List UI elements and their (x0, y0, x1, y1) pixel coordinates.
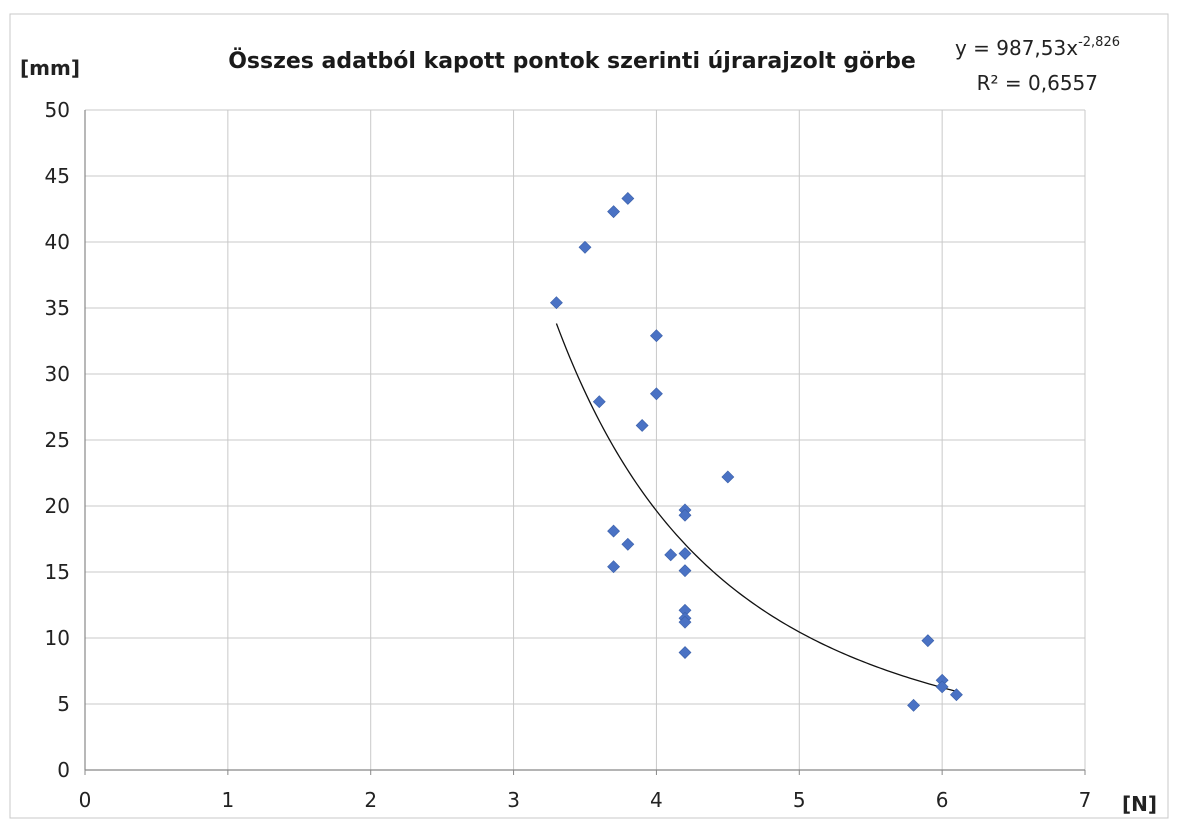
x-tick-label: 7 (1079, 788, 1092, 812)
data-point (592, 395, 606, 409)
y-tick-label: 25 (45, 428, 70, 452)
trendline-curve (555, 323, 957, 692)
data-point (650, 387, 663, 401)
data-point (678, 508, 692, 522)
y-tick-label: 50 (45, 98, 70, 122)
data-point (621, 537, 635, 551)
data-point (921, 634, 935, 648)
data-point (578, 240, 592, 254)
data-point (550, 296, 563, 310)
y-tick-label: 10 (45, 626, 70, 650)
y-tick-label: 0 (57, 758, 70, 782)
x-tick-label: 6 (936, 788, 949, 812)
data-point (678, 646, 692, 659)
equation-exponent: -2,826 (1078, 35, 1120, 50)
y-tick-label: 5 (57, 692, 70, 716)
y-tick-label: 30 (45, 362, 70, 386)
x-tick-label: 1 (221, 788, 234, 812)
y-tick-label: 45 (45, 164, 70, 188)
x-tick-label: 2 (364, 788, 377, 812)
data-point (678, 547, 692, 560)
data-point (907, 698, 920, 712)
chart-frame (9, 13, 1169, 819)
chart-title: Összes adatból kapott pontok szerinti új… (228, 48, 916, 74)
y-axis-unit: [mm] (20, 56, 80, 80)
data-point (678, 564, 692, 578)
data-point (935, 680, 949, 694)
data-point (621, 192, 635, 205)
y-tick-label: 40 (45, 230, 70, 254)
x-axis-unit: [N] (1122, 792, 1157, 816)
data-point (607, 560, 620, 574)
y-tick-label: 15 (45, 560, 70, 584)
data-point (650, 329, 663, 343)
x-tick-label: 4 (650, 788, 663, 812)
data-point (721, 470, 735, 484)
data-point (635, 419, 649, 432)
trendline-equation: y = 987,53x-2,826 (955, 35, 1120, 60)
r-squared-label: R² = 0,6557 (977, 71, 1098, 95)
data-point (607, 205, 620, 219)
trendline-layer (555, 323, 957, 692)
equation-base: y = 987,53x (955, 36, 1078, 60)
grid (85, 109, 1086, 770)
y-tick-label: 20 (45, 494, 70, 518)
data-point (950, 688, 963, 702)
x-tick-label: 5 (793, 788, 806, 812)
x-tick-label: 0 (79, 788, 92, 812)
x-tick-label: 3 (507, 788, 520, 812)
data-points (550, 192, 963, 712)
data-point (678, 615, 692, 629)
data-point (607, 524, 620, 538)
y-tick-label: 35 (45, 296, 70, 320)
data-point (664, 548, 678, 562)
